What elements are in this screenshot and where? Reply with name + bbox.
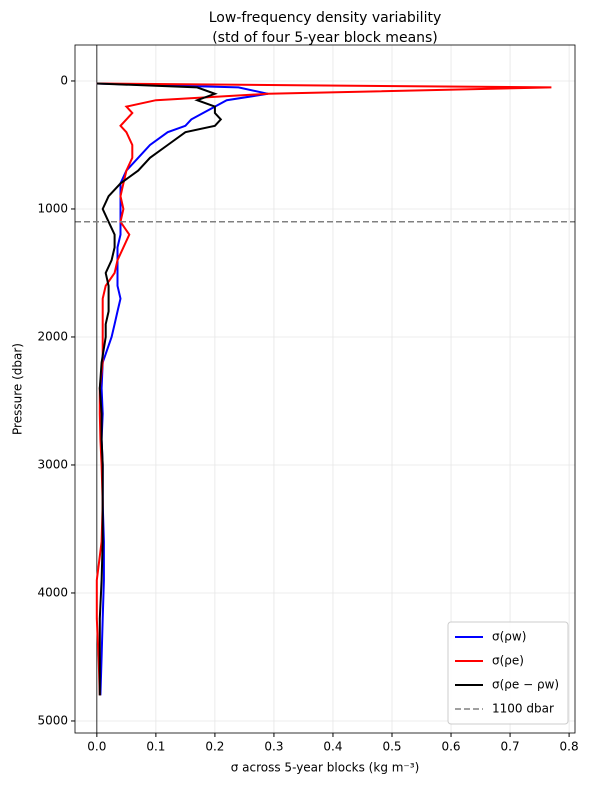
x-axis-label: σ across 5-year blocks (kg m⁻³)	[231, 761, 420, 775]
legend-label: σ(ρe)	[492, 654, 524, 668]
y-axis-label: Pressure (dbar)	[11, 343, 25, 435]
x-tick-label: 0.2	[205, 740, 224, 754]
x-tick-label: 0.0	[87, 740, 106, 754]
x-tick-label: 0.3	[264, 740, 283, 754]
x-tick-label: 0.6	[441, 740, 460, 754]
x-tick-label: 0.7	[501, 740, 520, 754]
legend-box	[447, 621, 569, 725]
legend-label: σ(ρe − ρw)	[492, 678, 559, 692]
y-tick-label: 5000	[37, 713, 68, 727]
y-tick-label: 3000	[37, 457, 68, 471]
x-tick-label: 0.5	[382, 740, 401, 754]
data-line	[96, 82, 269, 696]
y-tick-label: 4000	[37, 585, 68, 599]
axes-frame	[74, 44, 576, 734]
chart-title: Low-frequency density variability	[209, 10, 442, 26]
x-tick-label: 0.1	[146, 740, 165, 754]
plot-area	[75, 45, 575, 733]
data-line	[96, 82, 223, 696]
y-tick-label: 2000	[37, 329, 68, 343]
chart-subtitle: (std of four 5-year block means)	[212, 30, 438, 46]
legend-label: σ(ρw)	[492, 630, 526, 644]
y-tick-label: 1000	[37, 201, 68, 215]
legend-label: 1100 dbar	[492, 702, 554, 716]
y-tick-label: 0	[60, 73, 68, 87]
data-line	[95, 82, 552, 696]
x-tick-label: 0.8	[560, 740, 579, 754]
x-tick-label: 0.4	[323, 740, 342, 754]
